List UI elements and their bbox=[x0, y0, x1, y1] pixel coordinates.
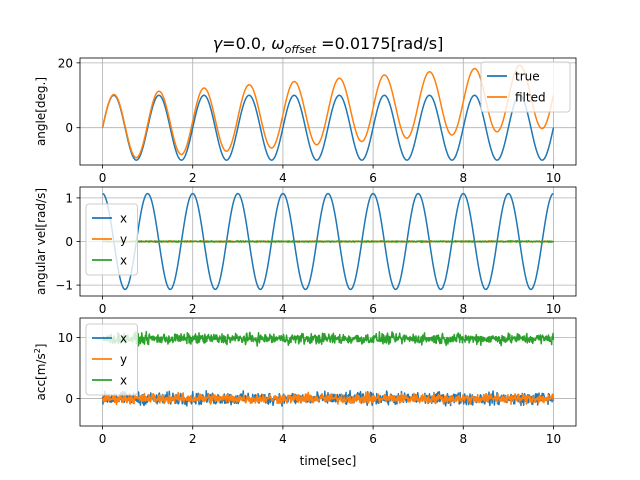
legend-label: filted bbox=[515, 91, 546, 105]
legend-label: true bbox=[515, 70, 540, 84]
legend: true filted bbox=[480, 61, 571, 113]
x-tick-label: 8 bbox=[459, 302, 467, 316]
x-tick-label: 0 bbox=[99, 432, 107, 446]
x-tick-label: 4 bbox=[279, 432, 287, 446]
series-line-filted-1 bbox=[101, 64, 555, 159]
x-tick-label: 0 bbox=[99, 302, 107, 316]
y-tick-label: 0 bbox=[65, 121, 73, 135]
y-axis-label: acc[m/s2] bbox=[33, 344, 48, 401]
legend: xyx bbox=[85, 323, 138, 396]
y-tick-label: 20 bbox=[58, 56, 73, 70]
y-tick-label: 0 bbox=[65, 392, 73, 406]
series-line-x-2 bbox=[101, 240, 555, 243]
x-tick-label: 0 bbox=[99, 171, 107, 185]
x-tick-label: 10 bbox=[546, 302, 561, 316]
series-line-y-1 bbox=[101, 391, 555, 406]
y-axis-label: angular vel[rad/s] bbox=[34, 188, 48, 295]
figure-title: γ=0.0, ωoffset =0.0175[rad/s] bbox=[213, 34, 444, 56]
series-line-x-2 bbox=[101, 330, 555, 347]
x-tick-label: 2 bbox=[189, 432, 197, 446]
series-line-true-0 bbox=[101, 94, 555, 161]
x-tick-label: 8 bbox=[459, 171, 467, 185]
axes-frame bbox=[79, 57, 577, 166]
legend-label: x bbox=[120, 254, 127, 268]
legend-label: x bbox=[120, 332, 127, 346]
legend-box bbox=[480, 61, 571, 113]
axes-frame bbox=[79, 317, 577, 427]
y-tick-label: −1 bbox=[55, 279, 73, 293]
acceleration-panel: 0 2 4 6 8 10 0 10 acc[m/s2] time[sec] xyx bbox=[33, 317, 577, 468]
angle-panel: 0 2 4 6 8 10 0 20 angle[deg.] true filted bbox=[34, 56, 577, 185]
x-tick-label: 10 bbox=[546, 171, 561, 185]
legend: xyx bbox=[85, 203, 138, 276]
angular-velocity-panel: 0 2 4 6 8 10 −1 0 1 angular vel[rad/s] xyx bbox=[34, 186, 577, 316]
legend-label: x bbox=[120, 374, 127, 388]
x-tick-label: 2 bbox=[189, 171, 197, 185]
x-tick-label: 2 bbox=[189, 302, 197, 316]
x-tick-label: 8 bbox=[459, 432, 467, 446]
y-axis-label: angle[deg.] bbox=[34, 77, 48, 146]
x-axis-label: time[sec] bbox=[300, 454, 357, 468]
legend-label: y bbox=[120, 353, 127, 367]
y-tick-label: 1 bbox=[65, 191, 73, 205]
legend-label: x bbox=[120, 212, 127, 226]
legend-label: y bbox=[120, 233, 127, 247]
x-tick-label: 6 bbox=[369, 432, 377, 446]
y-tick-label: 0 bbox=[65, 235, 73, 249]
x-tick-label: 6 bbox=[369, 302, 377, 316]
series-line-x-0 bbox=[102, 192, 554, 291]
x-tick-label: 10 bbox=[546, 432, 561, 446]
x-tick-label: 4 bbox=[279, 171, 287, 185]
x-tick-label: 4 bbox=[279, 302, 287, 316]
y-tick-label: 10 bbox=[58, 331, 73, 345]
x-tick-label: 6 bbox=[369, 171, 377, 185]
